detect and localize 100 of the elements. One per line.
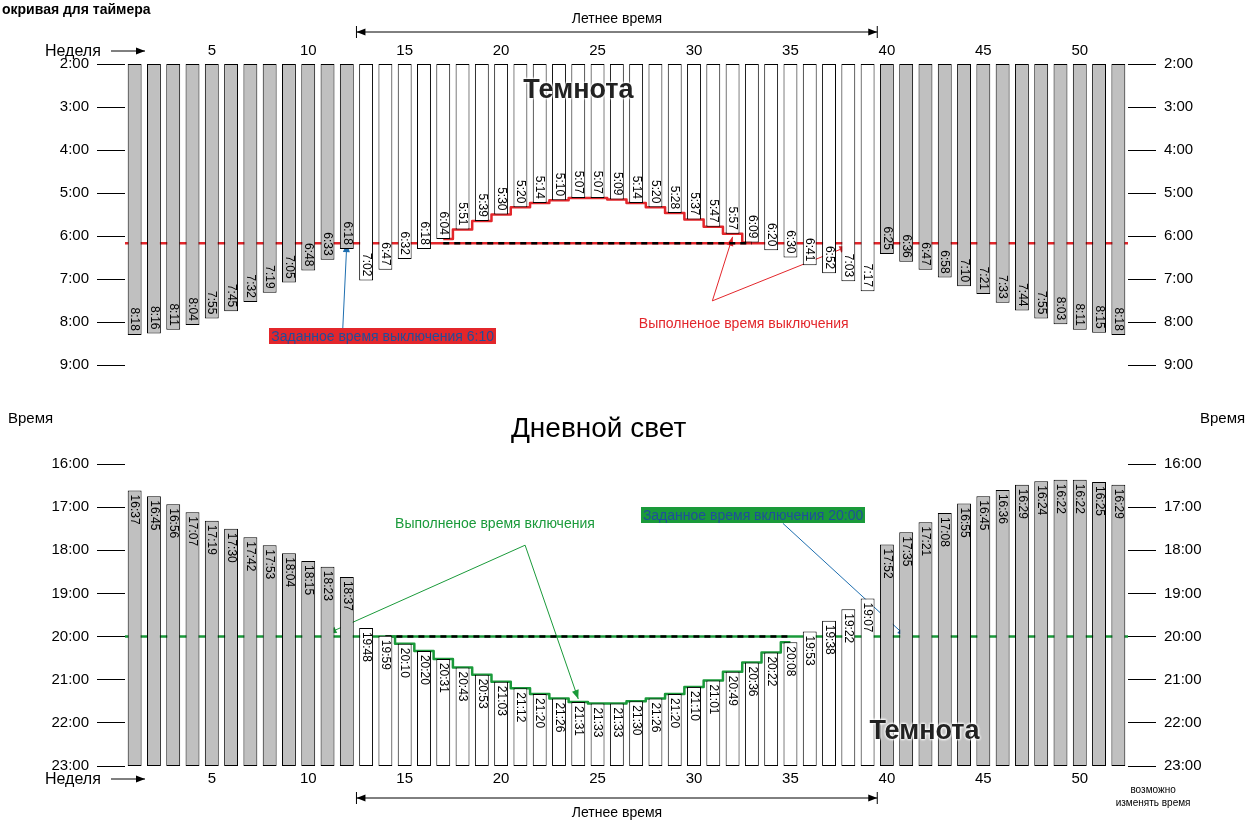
data-label: 17:35	[899, 536, 914, 567]
data-label: 20:31	[436, 662, 451, 694]
data-label: 16:45	[977, 500, 992, 531]
data-label: 16:55	[957, 507, 972, 538]
text: Дневной свет	[510, 411, 687, 444]
data-label: 6:09	[745, 215, 760, 239]
data-label: 8:11	[166, 303, 181, 327]
data-label: 21:20	[533, 698, 548, 729]
x-tick-label: 45	[974, 769, 992, 787]
data-label: 18:23	[321, 570, 336, 602]
data-label: 6:18	[340, 221, 355, 246]
data-label: 16:29	[1015, 488, 1030, 520]
data-label: 6:58	[938, 250, 953, 274]
y-tick-label: 9:00	[59, 355, 89, 373]
data-label: 6:36	[899, 234, 914, 259]
data-label: 16:37	[128, 494, 143, 525]
y-tick-label: 21:00	[51, 669, 89, 687]
x-tick-label: 20	[492, 41, 510, 59]
x-tick-label: 50	[1071, 769, 1089, 787]
y2-tick-label: 23:00	[1164, 756, 1202, 774]
data-label: 17:19	[205, 524, 220, 556]
data-label: 6:32	[398, 231, 413, 256]
text: Летнее время	[571, 804, 663, 820]
data-label: 6:18	[417, 221, 432, 246]
data-label: 6:52	[822, 245, 837, 270]
y-tick-label: 3:00	[59, 97, 89, 115]
text: Выполненое время включения	[395, 515, 595, 532]
data-label: 18:15	[301, 565, 316, 596]
data-label: 6:33	[321, 232, 336, 256]
data-label: 7:55	[205, 291, 220, 315]
data-label: 20:22	[764, 656, 779, 687]
y-tick-label: 6:00	[59, 226, 89, 244]
y2-tick-label: 2:00	[1164, 54, 1194, 72]
data-label: 17:21	[919, 526, 934, 557]
y-tick-label: 16:00	[51, 454, 89, 472]
data-label: 6:25	[880, 226, 895, 251]
data-label: 21:26	[552, 702, 567, 733]
data-label: 6:41	[803, 238, 818, 262]
data-label: 5:20	[649, 179, 664, 204]
x-tick-label: 30	[685, 41, 703, 59]
data-label: 5:47	[706, 199, 721, 223]
data-label: 16:25	[1092, 485, 1107, 517]
data-label: 20:08	[784, 646, 799, 677]
data-label: 17:53	[263, 549, 278, 580]
data-label: 5:37	[687, 192, 702, 216]
y2-axis-title: Время	[1200, 408, 1246, 426]
data-label: 19:38	[822, 624, 837, 656]
y2-tick-label: 22:00	[1164, 713, 1202, 730]
data-label: 6:04	[436, 211, 451, 236]
data-label: 16:56	[166, 508, 181, 539]
data-label: 19:22	[842, 613, 856, 644]
data-label: 6:20	[764, 222, 779, 247]
data-label: 21:33	[610, 707, 625, 738]
x-tick-label: 30	[685, 769, 703, 787]
y-tick-label: 17:00	[51, 497, 89, 515]
data-label: 7:19	[263, 265, 278, 289]
y2-tick-label: 20:00	[1164, 626, 1202, 644]
data-label: 20:49	[726, 675, 741, 707]
text: Летнее время	[571, 10, 663, 26]
data-label: 6:47	[379, 242, 394, 266]
data-label: 21:03	[494, 685, 509, 717]
y2-tick-label: 7:00	[1164, 269, 1194, 287]
data-label: 7:02	[359, 253, 374, 277]
y2-tick-label: 6:00	[1164, 226, 1194, 244]
data-label: 7:21	[977, 266, 992, 291]
y-tick-label: 22:00	[51, 713, 89, 730]
data-label: 5:51	[456, 202, 471, 226]
data-label: 7:17	[861, 263, 876, 288]
data-label: 8:11	[1073, 303, 1088, 327]
data-label: 21:31	[571, 706, 586, 737]
x-tick-label: 15	[396, 41, 414, 59]
data-label: 8:03	[1054, 296, 1069, 321]
y2-tick-label: 8:00	[1164, 312, 1194, 330]
data-label: 16:22	[1054, 483, 1069, 515]
data-label: 8:18	[1112, 307, 1127, 332]
y2-tick-label: 4:00	[1164, 140, 1194, 158]
data-label: 18:04	[282, 557, 297, 588]
data-label: 5:30	[494, 187, 509, 211]
data-label: 17:07	[186, 516, 201, 547]
y2-tick-label: 21:00	[1164, 669, 1202, 687]
x-tick-label: 5	[207, 769, 216, 787]
y-tick-label: 8:00	[59, 312, 89, 330]
chart-title: окривая для таймера	[2, 1, 151, 17]
data-label: 21:12	[514, 692, 529, 723]
data-label: 19:53	[803, 635, 818, 666]
ref-line-label: Заданное время включения 20:00	[640, 507, 866, 524]
x-tick-label: 15	[396, 769, 414, 787]
data-label: 5:07	[591, 170, 606, 195]
ref-line-label: Заданное время выключения 6:10	[269, 328, 496, 345]
data-label: 19:59	[379, 639, 394, 671]
data-label: 8:16	[147, 306, 162, 330]
y-tick-label: 19:00	[51, 583, 89, 601]
data-label: 5:07	[571, 170, 586, 195]
x-tick-label: 40	[878, 769, 896, 787]
data-label: 21:01	[706, 684, 721, 715]
x-tick-label: 20	[492, 769, 510, 787]
data-label: 20:36	[745, 666, 760, 697]
data-label: 16:24	[1034, 485, 1049, 516]
data-label: 5:20	[514, 179, 529, 204]
data-label: 6:48	[301, 243, 316, 267]
